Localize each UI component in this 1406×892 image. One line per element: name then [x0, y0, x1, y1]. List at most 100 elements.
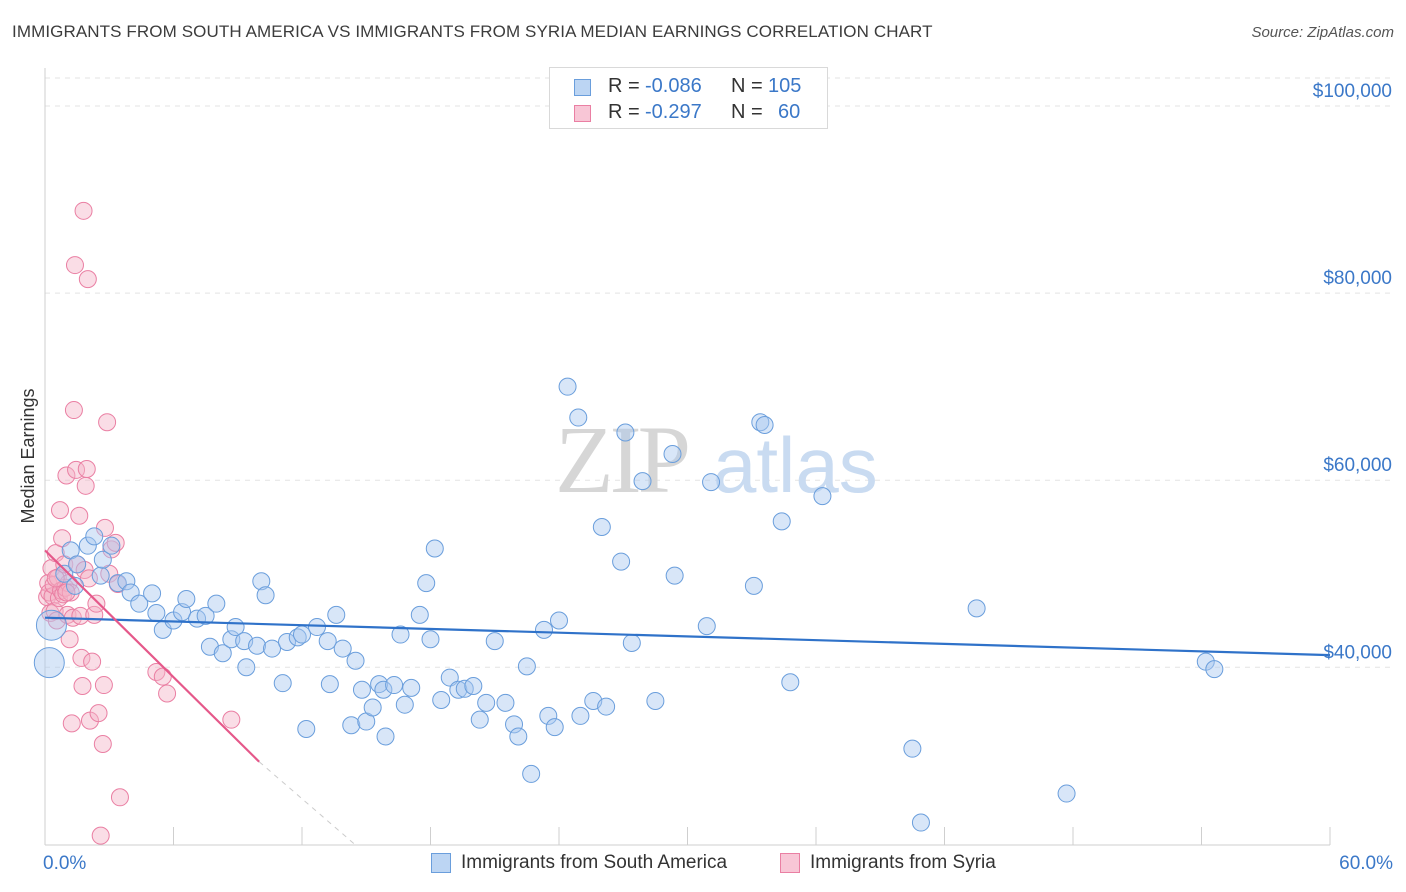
data-point-syria — [57, 466, 76, 485]
data-point-south-america — [33, 647, 65, 679]
legend-label: Immigrants from Syria — [810, 852, 996, 873]
data-point-south-america — [395, 695, 414, 714]
legend-swatch-pink — [780, 853, 800, 873]
data-point-south-america — [646, 691, 665, 710]
data-point-syria — [53, 529, 72, 548]
series-syria-points — [38, 201, 241, 845]
data-point-south-america — [252, 572, 271, 591]
data-point-south-america — [477, 693, 496, 712]
data-point-syria — [50, 501, 69, 520]
data-point-south-america — [903, 739, 922, 758]
data-point-south-america — [558, 377, 577, 396]
trend-line-south-america — [44, 616, 1331, 657]
data-point-syria — [110, 788, 129, 807]
data-point-south-america — [633, 472, 652, 491]
n-value: 60 — [778, 101, 801, 123]
data-point-south-america — [35, 609, 67, 641]
data-point-syria — [94, 676, 113, 695]
data-point-south-america — [177, 589, 196, 608]
data-point-south-america — [440, 668, 459, 687]
data-point-syria — [64, 401, 83, 420]
data-point-south-america — [297, 720, 316, 739]
data-point-south-america — [464, 676, 483, 695]
data-point-south-america — [663, 445, 682, 464]
data-point-south-america — [470, 710, 489, 729]
data-point-south-america — [702, 473, 721, 492]
data-point-south-america — [293, 625, 311, 644]
data-point-south-america — [385, 676, 404, 695]
data-point-syria — [70, 506, 89, 525]
data-point-south-america — [363, 698, 382, 717]
x-tick-label: 60.0% — [1339, 853, 1393, 874]
grid-lines — [45, 77, 1392, 668]
data-point-south-america — [78, 536, 97, 555]
data-point-south-america — [1057, 784, 1076, 803]
data-point-south-america — [665, 566, 684, 585]
legend-swatch-blue — [431, 853, 451, 873]
data-point-south-america — [263, 639, 282, 658]
data-point-south-america — [535, 620, 554, 639]
data-point-south-america — [522, 764, 541, 783]
data-point-syria — [73, 676, 92, 695]
data-point-south-america — [496, 693, 515, 712]
data-point-south-america — [485, 632, 504, 651]
data-point-syria — [76, 476, 95, 495]
data-point-syria — [83, 652, 102, 671]
data-point-syria — [153, 667, 172, 686]
data-point-south-america — [213, 644, 232, 663]
data-point-south-america — [622, 633, 641, 652]
data-point-south-america — [91, 566, 110, 585]
data-point-south-america — [517, 657, 536, 676]
data-point-south-america — [509, 727, 528, 746]
data-point-south-america — [352, 680, 371, 699]
y-tick-label: $60,000 — [1323, 455, 1392, 476]
legend-label: Immigrants from South America — [461, 852, 728, 873]
data-point-syria — [79, 569, 98, 588]
data-point-syria — [46, 569, 65, 588]
y-axis-title: Median Earnings — [18, 388, 38, 523]
data-point-south-america — [432, 691, 451, 710]
data-point-south-america — [571, 706, 590, 725]
data-point-south-america — [237, 658, 256, 677]
data-point-south-america — [307, 618, 326, 637]
data-point-south-america — [147, 604, 166, 623]
data-point-south-america — [65, 576, 84, 595]
r-label: R = — [608, 101, 640, 123]
data-point-south-america — [592, 517, 611, 536]
watermark: ZIP atlas — [555, 406, 878, 513]
data-point-south-america — [772, 512, 791, 531]
data-point-south-america — [744, 576, 763, 595]
svg-text:atlas: atlas — [713, 421, 878, 509]
data-point-syria — [74, 201, 93, 220]
data-point-syria — [78, 270, 97, 289]
data-point-south-america — [318, 632, 337, 651]
trend-line-syria — [44, 549, 260, 763]
data-point-south-america — [545, 718, 564, 737]
data-point-south-america — [196, 606, 215, 625]
data-point-south-america — [207, 594, 226, 613]
data-point-south-america — [539, 706, 558, 725]
data-point-syria — [72, 648, 91, 667]
data-point-south-america — [597, 697, 616, 716]
data-point-south-america — [117, 572, 136, 591]
data-point-south-america — [911, 813, 930, 832]
data-point-syria — [71, 606, 90, 625]
chart-title: IMMIGRANTS FROM SOUTH AMERICA VS IMMIGRA… — [12, 22, 933, 41]
data-point-syria — [147, 662, 166, 681]
data-point-south-america — [248, 636, 267, 655]
data-point-south-america — [93, 550, 112, 569]
data-point-south-america — [68, 555, 87, 574]
trend-lines — [44, 549, 1331, 846]
n-label: N = — [731, 101, 763, 123]
data-point-south-america — [417, 574, 436, 593]
data-point-south-america — [346, 651, 365, 670]
data-point-south-america — [421, 630, 440, 649]
data-point-south-america — [402, 678, 421, 697]
data-point-syria — [93, 734, 112, 753]
data-point-south-america — [102, 536, 121, 555]
data-point-south-america — [273, 674, 292, 693]
data-point-south-america — [256, 586, 275, 605]
data-point-south-america — [130, 594, 149, 613]
n-value: 105 — [768, 75, 802, 97]
data-point-syria — [77, 459, 96, 478]
